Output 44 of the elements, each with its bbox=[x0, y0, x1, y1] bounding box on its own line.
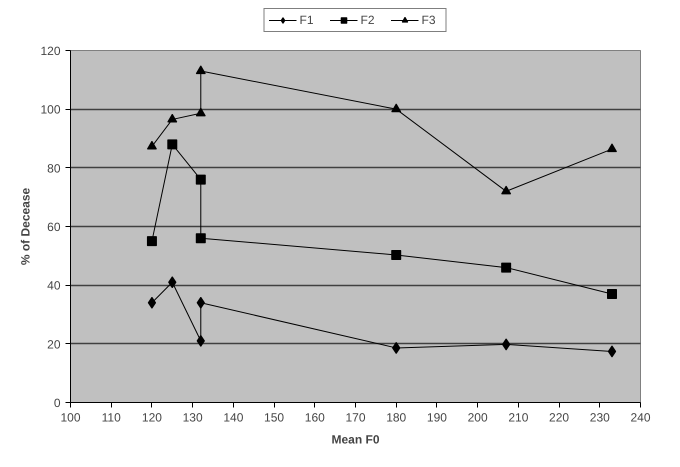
x-tick-label: 240 bbox=[630, 410, 651, 424]
x-tick-label: 120 bbox=[142, 410, 162, 424]
y-axis-title: % of Decease bbox=[18, 187, 32, 266]
y-tick-label: 60 bbox=[47, 220, 61, 234]
point bbox=[502, 338, 510, 350]
y-tick-label: 0 bbox=[54, 396, 61, 410]
y-tick-label: 20 bbox=[47, 337, 61, 352]
point bbox=[146, 140, 157, 150]
x-tick-label: 220 bbox=[549, 410, 570, 424]
legend-label: F1 bbox=[300, 13, 315, 27]
x-tick-label: 150 bbox=[264, 410, 284, 424]
y-tick-label: 80 bbox=[47, 161, 61, 176]
legend-label: F2 bbox=[360, 13, 376, 27]
y-tick-label: 120 bbox=[40, 44, 61, 58]
x-tick-label: 130 bbox=[182, 410, 203, 424]
point bbox=[196, 174, 206, 185]
x-tick-label: 230 bbox=[590, 410, 610, 424]
point bbox=[167, 114, 178, 123]
point bbox=[607, 143, 617, 152]
x-axis-title: Mean F0 bbox=[331, 432, 380, 446]
point bbox=[146, 236, 157, 246]
x-tick-label: 140 bbox=[223, 410, 244, 424]
y-tick-label: 100 bbox=[40, 102, 61, 117]
point bbox=[196, 108, 206, 116]
x-tick-label: 170 bbox=[345, 410, 366, 424]
x-tick-label: 180 bbox=[386, 410, 407, 424]
x-tick-label: 110 bbox=[102, 410, 122, 424]
point bbox=[608, 345, 616, 358]
x-tick-label: 160 bbox=[304, 410, 326, 424]
point bbox=[501, 186, 512, 194]
y-tick-label: 40 bbox=[47, 278, 61, 293]
point bbox=[391, 250, 402, 260]
point bbox=[148, 296, 156, 309]
point bbox=[391, 103, 402, 112]
point bbox=[607, 288, 617, 299]
point bbox=[167, 139, 178, 150]
x-tick-label: 200 bbox=[468, 410, 488, 424]
x-tick-label: 100 bbox=[60, 410, 81, 424]
x-tick-label: 210 bbox=[508, 410, 529, 424]
legend-label: F3 bbox=[422, 13, 437, 27]
point bbox=[196, 65, 206, 74]
x-tick-label: 190 bbox=[426, 410, 448, 424]
point bbox=[501, 262, 512, 273]
point bbox=[196, 233, 206, 244]
